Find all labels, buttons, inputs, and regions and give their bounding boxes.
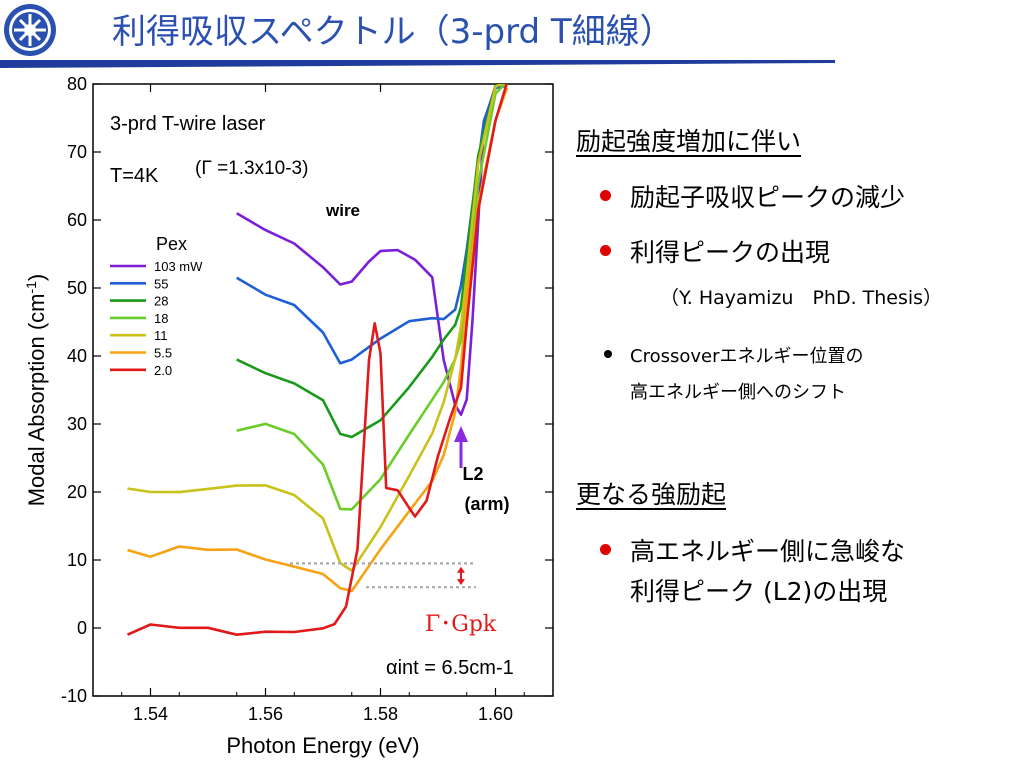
bullet-dot bbox=[600, 190, 611, 201]
gamma-label: (Γ =1.3x10-3) bbox=[195, 158, 308, 179]
x-tick-label: 1.58 bbox=[363, 704, 398, 724]
crossover-line2: 高エネルギー側へのシフト bbox=[630, 382, 846, 403]
legend-entry: 11 bbox=[154, 328, 168, 343]
y-tick-label: 0 bbox=[77, 618, 87, 638]
series-line-2 bbox=[236, 84, 505, 439]
y-axis-label: Modal Absorption (cm-1) bbox=[23, 274, 49, 507]
university-seal-icon bbox=[4, 4, 56, 56]
x-axis-label: Photon Energy (eV) bbox=[226, 733, 419, 758]
series-line-0 bbox=[236, 84, 506, 416]
alpha-int-label: αint = 6.5cm-1 bbox=[386, 657, 514, 679]
series-line-4 bbox=[127, 84, 506, 572]
gain-arrow-bottom bbox=[457, 579, 465, 586]
legend-entry: 28 bbox=[154, 294, 168, 309]
y-tick-label: 70 bbox=[67, 142, 87, 162]
absorption-chart: -10 0 10 20 30 40 50 60 70 80 1.54 1.56 1.58 1.60 Phot… bbox=[23, 74, 554, 758]
y-tick-label: -10 bbox=[61, 686, 87, 706]
legend-entry: 5.5 bbox=[154, 346, 172, 361]
citation: （Y. Hayamizu PhD. Thesis） bbox=[660, 287, 943, 309]
legend-entry: 103 mW bbox=[154, 259, 203, 274]
x-tick-label: 1.54 bbox=[133, 704, 168, 724]
wire-label: wire bbox=[325, 201, 360, 220]
y-tick-label: 50 bbox=[67, 278, 87, 298]
crossover-line1: Crossoverエネルギー位置の bbox=[630, 346, 864, 367]
heading-excitation-increase: 励起強度増加に伴い bbox=[576, 127, 802, 156]
sample-label: 3-prd T-wire laser bbox=[110, 113, 266, 135]
gain-arrow-top bbox=[457, 566, 465, 573]
series-line-3 bbox=[236, 84, 508, 511]
bullet-dot bbox=[600, 544, 611, 555]
y-tick-label: 80 bbox=[67, 74, 87, 94]
y-tick-label: 10 bbox=[67, 550, 87, 570]
legend-title: Pex bbox=[156, 234, 187, 254]
l2-arm-label: (arm) bbox=[464, 494, 509, 514]
l2-label: L2 bbox=[462, 464, 483, 484]
y-tick-label: 40 bbox=[67, 346, 87, 366]
series-line-5 bbox=[127, 87, 509, 593]
steep-gain-line1: 高エネルギー側に急峻な bbox=[630, 537, 906, 566]
bullet-dot bbox=[600, 245, 611, 256]
temperature-label: T=4K bbox=[110, 165, 159, 187]
y-tick-label: 20 bbox=[67, 482, 87, 502]
x-tick-label: 1.60 bbox=[478, 704, 513, 724]
x-tick-label: 1.56 bbox=[248, 704, 283, 724]
series-lines bbox=[126, 84, 509, 636]
plot-frame bbox=[92, 83, 554, 697]
bullet-exciton-peak-decrease: 励起子吸収ピークの減少 bbox=[630, 183, 906, 212]
bullet-dot bbox=[604, 350, 612, 358]
gamma-gpk-label: Γ･Gpk bbox=[425, 612, 497, 637]
slide-title: 利得吸収スペクトル（3-prd T細線） bbox=[112, 12, 674, 52]
legend-entry: 18 bbox=[154, 311, 168, 326]
heading-further-excitation: 更なる強励起 bbox=[576, 480, 727, 509]
legend-entry: 2.0 bbox=[154, 363, 172, 378]
bullet-gain-peak-appearance: 利得ピークの出現 bbox=[630, 238, 831, 267]
y-tick-label: 30 bbox=[67, 414, 87, 434]
title-underline bbox=[0, 60, 835, 68]
legend-entry: 55 bbox=[154, 276, 168, 291]
steep-gain-line2: 利得ピーク (L2)の出現 bbox=[630, 577, 888, 606]
y-tick-label: 60 bbox=[67, 210, 87, 230]
series-line-6 bbox=[126, 84, 508, 636]
l2-arrow-head bbox=[454, 426, 468, 442]
